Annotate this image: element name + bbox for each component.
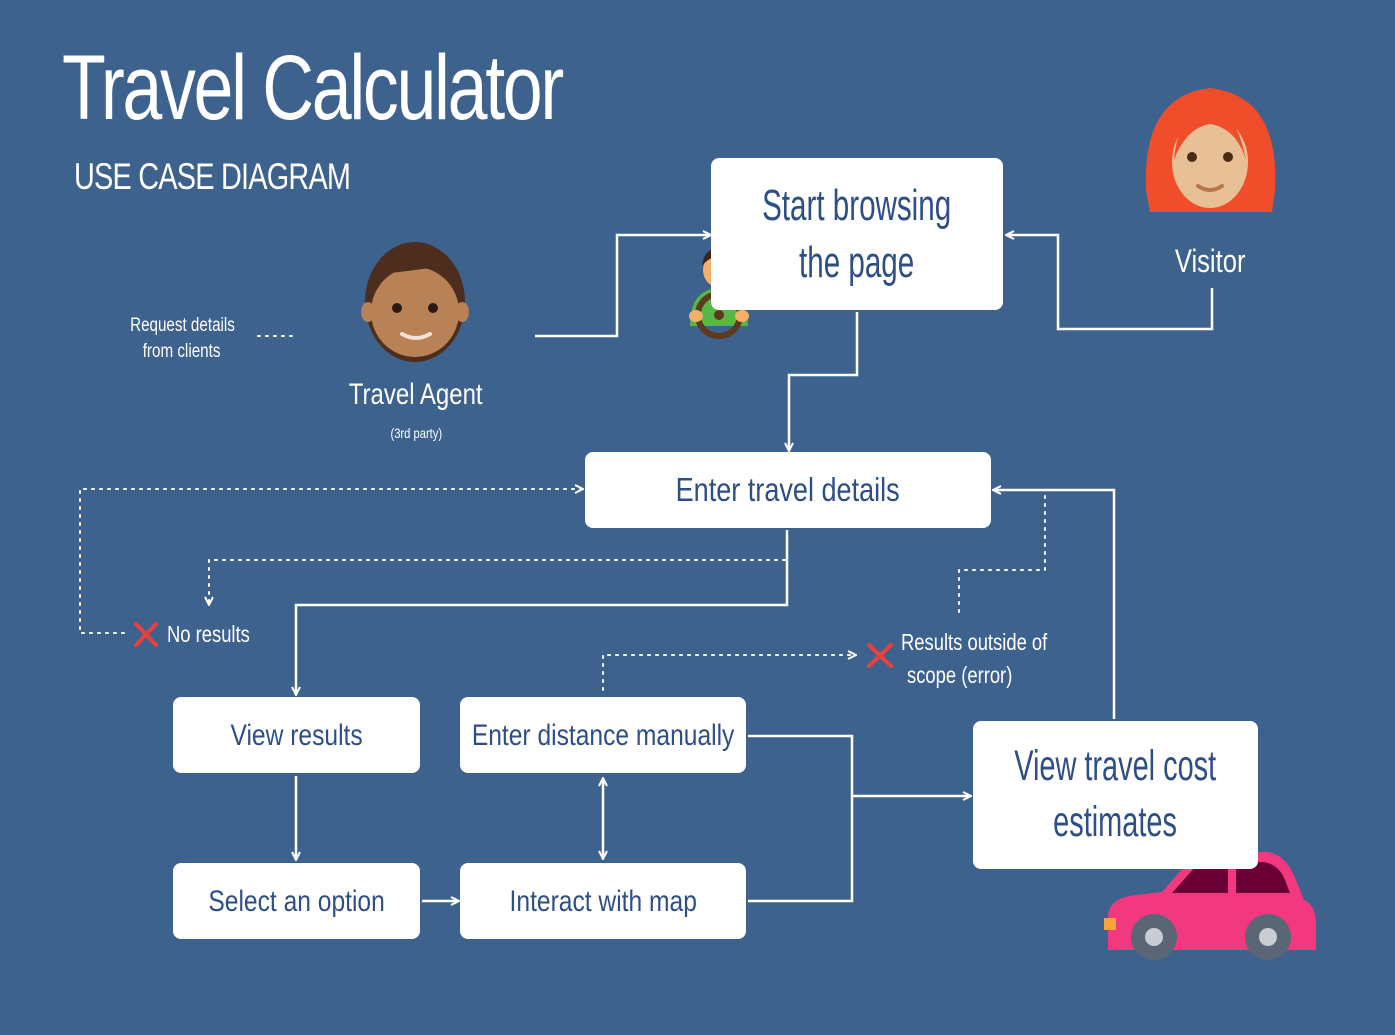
- use-case-start-browsing[interactable]: Start browsing the page: [711, 158, 1003, 310]
- travel-agent-label: Travel Agent: [349, 378, 483, 411]
- use-case-view-travel-cost[interactable]: View travel cost estimates: [973, 721, 1258, 869]
- dotted-noresults-enter: [79, 489, 582, 634]
- connector-visitor-start: [1007, 235, 1214, 331]
- no-results-label: No results: [167, 621, 250, 647]
- connector-enter-results: [296, 530, 789, 694]
- connector-agent-start: [535, 235, 710, 338]
- use-case-enter-distance[interactable]: Enter distance manually: [460, 697, 746, 773]
- visitor-label: Visitor: [1174, 243, 1246, 279]
- use-case-enter-travel-details[interactable]: Enter travel details: [585, 452, 991, 528]
- use-case-select-option[interactable]: Select an option: [173, 863, 420, 939]
- page-subtitle: USE CASE DIAGRAM: [74, 156, 351, 197]
- request-details-note: Request details from clients: [129, 315, 235, 362]
- use-case-interact-map[interactable]: Interact with map: [460, 863, 746, 939]
- travel-agent-note: (3rd party): [390, 425, 442, 441]
- error-x-icon: [867, 643, 893, 668]
- no-results-x-icon: [134, 622, 158, 647]
- connector-distance-cost: [748, 734, 854, 903]
- dotted-enter-noresults: [209, 559, 786, 604]
- connector-start-enter: [789, 312, 859, 450]
- dotted-distance-error: [602, 655, 855, 691]
- page-title: Travel Calculator: [62, 37, 564, 139]
- scope-error-label: Results outside of scope (error): [901, 629, 1048, 688]
- use-case-view-results[interactable]: View results: [173, 697, 420, 773]
- connector-cost-enter: [994, 490, 1116, 719]
